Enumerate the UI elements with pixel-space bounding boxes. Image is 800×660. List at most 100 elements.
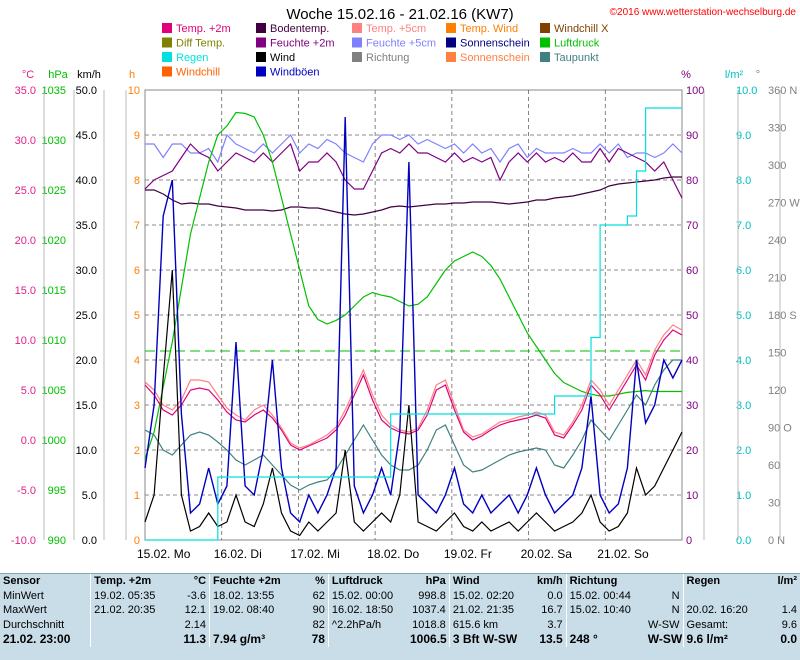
legend-swatch: [162, 52, 172, 62]
axis-tick-label: 1015: [42, 285, 66, 297]
axis-tick-label: 2.0: [736, 445, 751, 457]
legend-label: Feuchte +2m: [270, 38, 335, 50]
series-line-feuchte-2m: [144, 142, 683, 199]
stats-cell: 15.02. 10:40: [565, 603, 645, 618]
stats-cell: Regen: [682, 574, 762, 589]
stats-cell: [565, 617, 645, 632]
axis-tick-label: 90: [686, 130, 698, 142]
legend-swatch: [256, 52, 266, 62]
stats-cell: 13.5: [539, 632, 563, 647]
legend-label: Diff Temp.: [176, 38, 225, 50]
axis-tick-label: 1025: [42, 185, 66, 197]
stats-cell: %: [315, 575, 325, 588]
axis-tick-label: 2: [134, 445, 140, 457]
stats-cell: -3.6: [187, 589, 207, 602]
axis-unit-label: %: [681, 69, 691, 81]
axis-tick-label: 1000: [42, 435, 66, 447]
stats-cell: 62: [312, 589, 325, 602]
axis-tick-label: 35.0: [15, 85, 36, 97]
legend-label: Regen: [176, 52, 208, 64]
stats-cell: 0.0: [780, 632, 797, 647]
legend-label: Temp. +5cm: [366, 23, 426, 35]
stats-cell: [682, 588, 762, 603]
series-line-bodentemp-: [145, 176, 682, 216]
stats-cell: 82: [312, 618, 325, 631]
series-line-wind: [144, 269, 683, 537]
chart-series: [144, 107, 683, 541]
axis-tick-label: 10.0: [736, 85, 757, 97]
stats-cell: Feuchte +2m: [209, 574, 289, 589]
axis-tick-label: 25.0: [15, 185, 36, 197]
axis-tick-label: 120: [768, 385, 786, 397]
axis-tick-label: 300: [768, 160, 786, 172]
axis-tick-label: 180 S: [768, 310, 797, 322]
stats-cell: 0.0: [547, 589, 563, 602]
chart-title: Woche 15.02.16 - 21.02.16 (KW7): [286, 6, 513, 23]
axis-tick-label: 1030: [42, 135, 66, 147]
stats-cell: °C: [193, 575, 207, 588]
axis-tick-label: 6: [134, 265, 140, 277]
x-tick-label: 15.02. Mo: [137, 547, 191, 561]
axis-tick-label: 0: [686, 535, 692, 547]
stats-cell: 3 Bft W-SW: [448, 632, 528, 647]
stats-cell: 7.94 g/m³: [209, 632, 289, 647]
axis-tick-label: 4.0: [736, 355, 751, 367]
stats-cell: W-SW: [647, 618, 680, 631]
axis-tick-label: 10: [686, 490, 698, 502]
axis-tick-label: 15.0: [76, 400, 97, 412]
stats-cell: 998.8: [418, 589, 446, 602]
legend-swatch: [256, 37, 266, 48]
stats-cell: ^2.2hPa/h: [327, 617, 407, 632]
legend-swatch: [446, 23, 456, 33]
stats-cell: 3.7: [547, 618, 563, 631]
stats-row: Sensor Temp. +2m °C Feuchte +2m% Luftdruck hP…: [0, 574, 800, 589]
axis-tick-label: 4: [134, 355, 140, 367]
axis-tick-label: 40: [686, 355, 698, 367]
axis-tick-label: 7: [134, 220, 140, 232]
legend-swatch: [162, 23, 172, 33]
stats-cell: 21.02. 21:35: [448, 603, 528, 618]
stats-cell: W-SW: [647, 632, 683, 647]
stats-cell: [90, 632, 172, 647]
x-tick-label: 19.02. Fr: [444, 547, 492, 561]
stats-cell: 248 °: [565, 632, 645, 647]
stats-row: MaxWert 21.02. 20:35 12.1 19.02. 08:40 90 16.…: [0, 603, 800, 618]
axis-tick-label: 360 N: [768, 85, 797, 97]
axis-tick-label: 45.0: [76, 130, 97, 142]
stats-cell: 15.02. 00:00: [327, 588, 407, 603]
axis-tick-label: 0.0: [82, 535, 97, 547]
axis-tick-label: 30: [768, 498, 780, 510]
x-tick-label: 20.02. Sa: [521, 547, 573, 561]
axis-tick-label: 15.0: [15, 285, 36, 297]
legend-label: Temp. +2m: [176, 23, 231, 35]
axis-tick-label: 50: [686, 310, 698, 322]
legend-swatch: [256, 23, 266, 33]
axis-tick-label: 1010: [42, 335, 66, 347]
axis-tick-label: 6.0: [736, 265, 751, 277]
chart-axes: °C35.030.025.020.015.010.05.00.0-5.0-10.…: [11, 69, 800, 561]
axis-tick-label: 5.0: [21, 385, 36, 397]
axis-tick-label: 3: [134, 400, 140, 412]
stats-cell: N: [671, 589, 680, 602]
stats-cell: [645, 574, 683, 589]
axis-tick-label: 20.0: [76, 355, 97, 367]
legend-swatch: [540, 37, 550, 48]
axis-unit-label: hPa: [48, 69, 68, 81]
stats-cell: [327, 632, 407, 647]
stats-cell: 1037.4: [412, 604, 446, 617]
x-tick-label: 16.02. Di: [214, 547, 262, 561]
legend-label: Bodentemp.: [270, 23, 329, 35]
legend-swatch: [540, 52, 550, 62]
stats-cell: 90: [312, 604, 325, 617]
axis-tick-label: 9: [134, 130, 140, 142]
axis-tick-label: 60: [768, 460, 780, 472]
legend-swatch: [352, 23, 362, 33]
series-line-temp-5cm: [144, 324, 683, 449]
stats-cell: hPa: [425, 575, 446, 588]
axis-tick-label: 330: [768, 123, 786, 135]
axis-tick-label: 240: [768, 235, 786, 247]
series-line-regen: [145, 107, 682, 541]
axis-tick-label: 8: [134, 175, 140, 187]
stats-cell: Gesamt:: [682, 617, 762, 632]
series-line-temp-2m: [144, 329, 683, 451]
